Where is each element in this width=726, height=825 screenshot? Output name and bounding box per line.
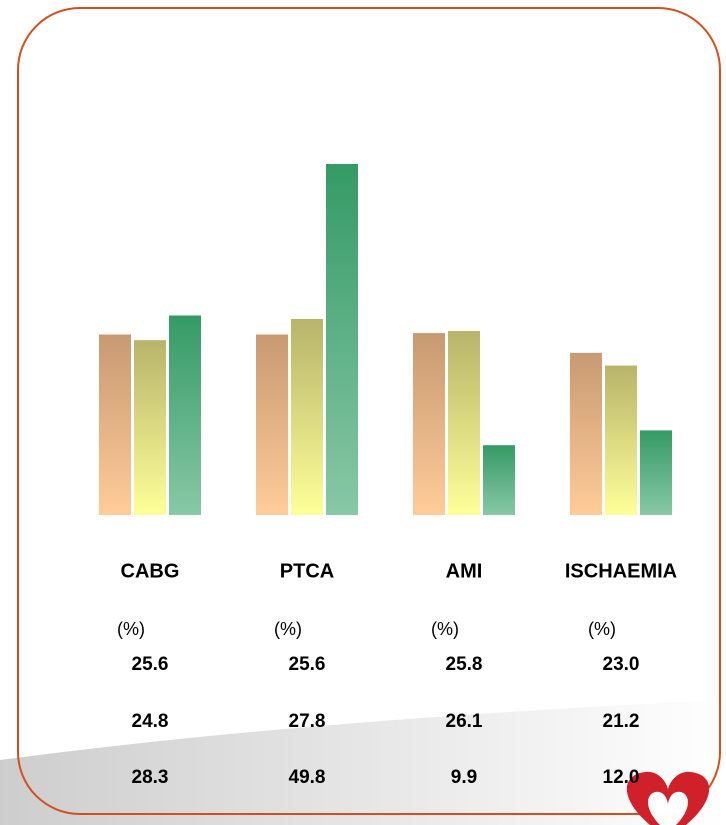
value-label: 23.0: [603, 654, 640, 675]
unit-label: (%): [117, 619, 145, 639]
category-label: ISCHAEMIA: [565, 560, 677, 582]
value-label: 9.9: [451, 767, 477, 788]
value-label: 26.1: [446, 711, 483, 732]
value-label: 27.8: [289, 711, 326, 732]
category-label: PTCA: [280, 560, 334, 582]
bar: [326, 163, 358, 515]
value-label: 25.6: [132, 654, 169, 675]
bar: [291, 319, 323, 515]
logo: [626, 771, 710, 825]
value-label: 24.8: [132, 711, 169, 732]
category-label: AMI: [446, 560, 483, 582]
bar: [99, 334, 131, 515]
bar: [413, 333, 445, 515]
value-label: 21.2: [603, 711, 640, 732]
value-label: 25.8: [446, 654, 483, 675]
swoosh: [0, 700, 726, 825]
bar: [134, 340, 166, 515]
value-label: 25.6: [289, 654, 326, 675]
category-label: CABG: [121, 560, 180, 582]
value-label: 28.3: [132, 767, 169, 788]
bar: [640, 430, 672, 515]
frame: [17, 7, 721, 815]
value-label: 49.8: [289, 767, 326, 788]
value-label: 12.0: [603, 767, 640, 788]
unit-label: (%): [274, 619, 302, 639]
bar: [256, 334, 288, 515]
bar: [570, 352, 602, 515]
bar: [605, 365, 637, 515]
bar: [169, 315, 201, 515]
unit-label: (%): [431, 619, 459, 639]
unit-label: (%): [588, 619, 616, 639]
bar: [448, 330, 480, 515]
bar: [483, 445, 515, 515]
